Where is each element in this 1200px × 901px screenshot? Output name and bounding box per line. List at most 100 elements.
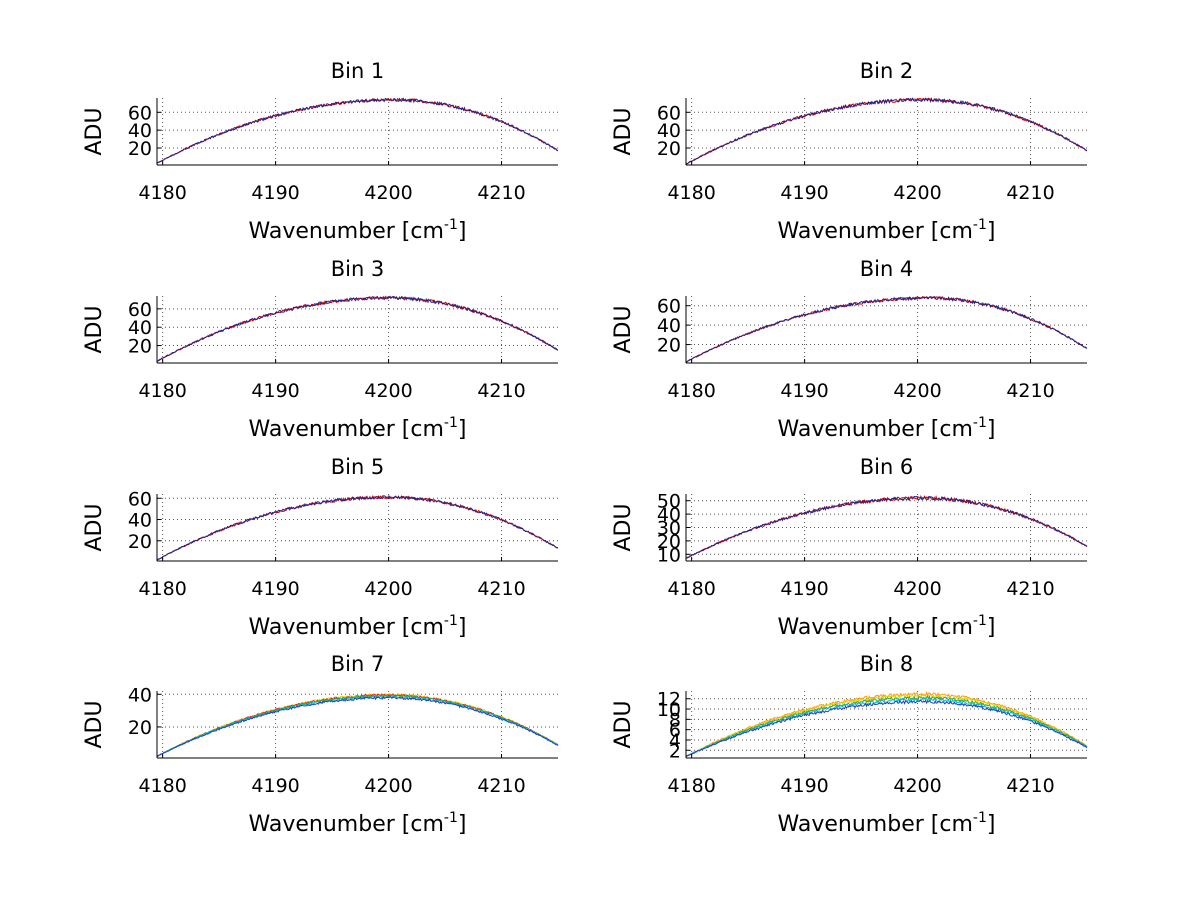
y-tick-label: 40 bbox=[657, 315, 681, 337]
series-line-spectrum bbox=[685, 97, 1088, 165]
series-line-cyan bbox=[156, 694, 559, 757]
x-tick-label: 4210 bbox=[477, 775, 525, 797]
y-tick-label: 2 bbox=[669, 740, 681, 762]
x-tick-label: 4210 bbox=[1006, 578, 1054, 600]
series-line-overlay bbox=[685, 495, 1088, 559]
y-tick-label: 10 bbox=[657, 699, 681, 721]
subplot-title: Bin 2 bbox=[860, 59, 914, 83]
x-axis-label-end: ] bbox=[987, 615, 996, 640]
y-tick-label: 20 bbox=[128, 336, 152, 358]
y-tick-label: 30 bbox=[657, 518, 681, 540]
y-tick-label: 10 bbox=[657, 544, 681, 566]
x-axis-label-main: Wavenumber [cm bbox=[778, 615, 973, 640]
x-axis-label-superscript: -1 bbox=[444, 415, 458, 431]
x-axis-label-superscript: -1 bbox=[973, 217, 987, 233]
x-tick-label: 4210 bbox=[1006, 380, 1054, 402]
x-tick-label: 4180 bbox=[138, 182, 186, 204]
y-tick-label: 40 bbox=[128, 317, 152, 339]
x-axis-label: Wavenumber [cm-1] bbox=[778, 810, 996, 837]
y-tick-label: 60 bbox=[657, 102, 681, 124]
series-line-yellow bbox=[156, 692, 559, 757]
y-tick-label: 20 bbox=[657, 335, 681, 357]
x-tick-label: 4200 bbox=[893, 182, 941, 204]
series-line-yellow bbox=[685, 693, 1088, 757]
y-axis-label: ADU bbox=[82, 107, 107, 155]
x-tick-label: 4200 bbox=[364, 578, 412, 600]
x-axis-label-end: ] bbox=[458, 219, 467, 244]
x-axis-label-main: Wavenumber [cm bbox=[249, 417, 444, 442]
y-tick-label: 40 bbox=[128, 510, 152, 532]
series-line-overlay bbox=[685, 97, 1088, 165]
y-tick-label: 12 bbox=[657, 689, 681, 711]
y-axis-label: ADU bbox=[82, 305, 107, 353]
x-tick-label: 4190 bbox=[780, 182, 828, 204]
x-tick-label: 4190 bbox=[251, 775, 299, 797]
x-axis-label-main: Wavenumber [cm bbox=[249, 219, 444, 244]
y-tick-label: 20 bbox=[128, 138, 152, 160]
y-tick-label: 20 bbox=[128, 717, 152, 739]
y-tick-label: 6 bbox=[669, 720, 681, 742]
series-line-cyan bbox=[685, 697, 1088, 758]
x-axis-label-superscript: -1 bbox=[973, 613, 987, 629]
x-axis-label-end: ] bbox=[458, 812, 467, 837]
x-axis-label-main: Wavenumber [cm bbox=[249, 615, 444, 640]
subplot-title: Bin 7 bbox=[331, 652, 385, 676]
subplot-title: Bin 6 bbox=[860, 455, 914, 479]
y-tick-label: 40 bbox=[657, 120, 681, 142]
x-tick-label: 4180 bbox=[138, 775, 186, 797]
x-axis-label-end: ] bbox=[458, 417, 467, 442]
y-axis-label: ADU bbox=[82, 700, 107, 748]
y-tick-label: 50 bbox=[657, 491, 681, 513]
y-axis-label: ADU bbox=[611, 305, 636, 353]
subplot-title: Bin 3 bbox=[331, 257, 385, 281]
series-line-red bbox=[157, 693, 559, 757]
x-axis-label-superscript: -1 bbox=[444, 810, 458, 826]
x-tick-label: 4180 bbox=[667, 182, 715, 204]
series-line-spectrum bbox=[156, 495, 559, 561]
y-axis-label: ADU bbox=[611, 503, 636, 551]
subplot-bin-7: 4180 4190 4200 4210 20 40 Bin 7 Wavenumber [cm-… bbox=[82, 652, 559, 837]
series-line-spectrum bbox=[156, 97, 559, 164]
x-tick-label: 4180 bbox=[138, 578, 186, 600]
x-axis-label-superscript: -1 bbox=[444, 613, 458, 629]
x-tick-label: 4210 bbox=[1006, 182, 1054, 204]
x-tick-label: 4210 bbox=[1006, 775, 1054, 797]
x-tick-label: 4190 bbox=[251, 182, 299, 204]
series-line-spectrum bbox=[685, 295, 1087, 363]
x-axis-label-main: Wavenumber [cm bbox=[778, 417, 973, 442]
x-axis-label: Wavenumber [cm-1] bbox=[778, 415, 996, 442]
x-tick-label: 4200 bbox=[893, 380, 941, 402]
x-axis-label: Wavenumber [cm-1] bbox=[249, 217, 467, 244]
x-tick-label: 4190 bbox=[251, 380, 299, 402]
x-axis-label: Wavenumber [cm-1] bbox=[249, 613, 467, 640]
x-tick-label: 4210 bbox=[477, 182, 525, 204]
x-tick-label: 4180 bbox=[667, 775, 715, 797]
x-axis-label-superscript: -1 bbox=[444, 217, 458, 233]
subplot-title: Bin 1 bbox=[331, 59, 385, 83]
x-axis-label-end: ] bbox=[987, 417, 996, 442]
x-tick-label: 4190 bbox=[780, 578, 828, 600]
series-line-spectrum bbox=[156, 295, 559, 362]
y-tick-label: 8 bbox=[669, 709, 681, 731]
y-tick-label: 60 bbox=[128, 102, 152, 124]
y-tick-label: 40 bbox=[128, 684, 152, 706]
y-tick-label: 60 bbox=[128, 299, 152, 321]
x-tick-label: 4180 bbox=[138, 380, 186, 402]
subplot-title: Bin 4 bbox=[860, 257, 914, 281]
x-tick-label: 4200 bbox=[364, 182, 412, 204]
series-line-green bbox=[156, 694, 559, 757]
series-line-overlay bbox=[156, 295, 558, 362]
x-tick-label: 4200 bbox=[893, 578, 941, 600]
x-axis-label-main: Wavenumber [cm bbox=[249, 812, 444, 837]
x-axis-label-end: ] bbox=[987, 219, 996, 244]
y-tick-label: 20 bbox=[657, 531, 681, 553]
series-line-green bbox=[685, 695, 1088, 758]
y-tick-label: 60 bbox=[128, 488, 152, 510]
